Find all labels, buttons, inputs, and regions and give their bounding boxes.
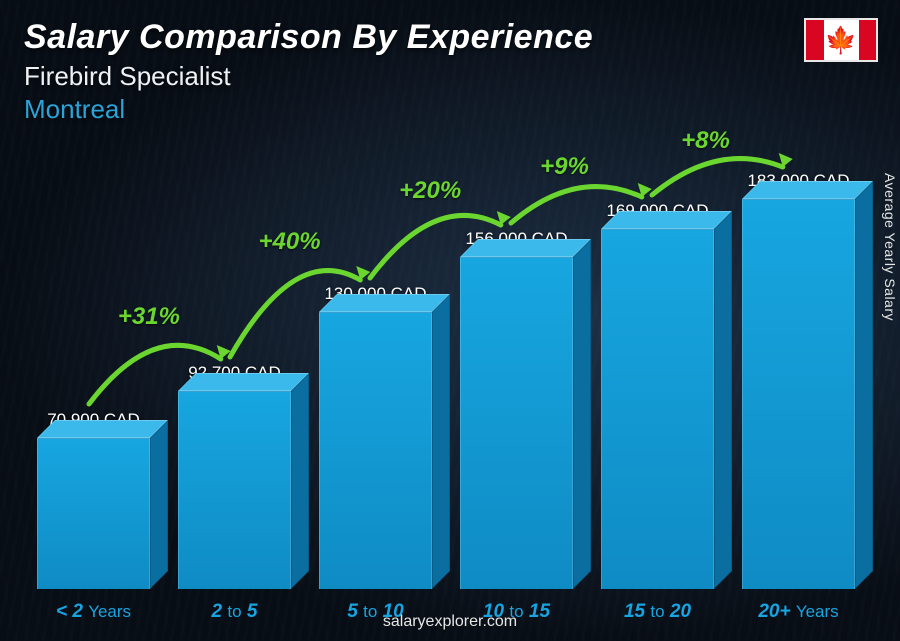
bar <box>742 199 855 589</box>
bar-top <box>178 373 309 391</box>
bar <box>37 438 150 589</box>
bar-side <box>855 181 873 589</box>
maple-leaf-icon: 🍁 <box>825 27 857 53</box>
page-title: Salary Comparison By Experience <box>24 18 876 57</box>
bar-side <box>291 373 309 589</box>
bar-front <box>742 199 855 589</box>
bar-side <box>150 420 168 589</box>
bar-side <box>714 211 732 589</box>
bar-column: 130,000 CAD5 to 10 <box>310 284 441 589</box>
bar <box>178 391 291 589</box>
attribution: salaryexplorer.com <box>0 613 900 631</box>
bar <box>319 312 432 589</box>
bar-top <box>37 420 168 438</box>
bar-top <box>460 239 591 257</box>
flag-band-left <box>806 20 824 60</box>
bar-front <box>601 229 714 589</box>
bar-column: 70,900 CAD< 2 Years <box>28 410 159 589</box>
bar-top <box>742 181 873 199</box>
header: Salary Comparison By Experience Firebird… <box>24 18 876 125</box>
bar-column: 169,000 CAD15 to 20 <box>592 201 723 589</box>
bar-side <box>432 294 450 589</box>
bar-column: 92,700 CAD2 to 5 <box>169 363 300 589</box>
bar <box>601 229 714 589</box>
country-flag: 🍁 <box>804 18 878 62</box>
bar <box>460 257 573 589</box>
bar-front <box>178 391 291 589</box>
bar-front <box>460 257 573 589</box>
bar-top <box>319 294 450 312</box>
bar-top <box>601 211 732 229</box>
y-axis-label: Average Yearly Salary <box>882 173 898 321</box>
bar-column: 183,000 CAD20+ Years <box>733 171 864 589</box>
salary-chart: 70,900 CAD< 2 Years92,700 CAD2 to 5130,0… <box>28 140 864 589</box>
flag-center: 🍁 <box>824 20 859 60</box>
flag-band-right <box>859 20 877 60</box>
job-title: Firebird Specialist <box>24 61 876 92</box>
bar-container: 70,900 CAD< 2 Years92,700 CAD2 to 5130,0… <box>28 140 864 589</box>
bar-side <box>573 239 591 589</box>
bar-front <box>319 312 432 589</box>
bar-column: 156,000 CAD10 to 15 <box>451 229 582 589</box>
bar-front <box>37 438 150 589</box>
city-label: Montreal <box>24 94 876 125</box>
